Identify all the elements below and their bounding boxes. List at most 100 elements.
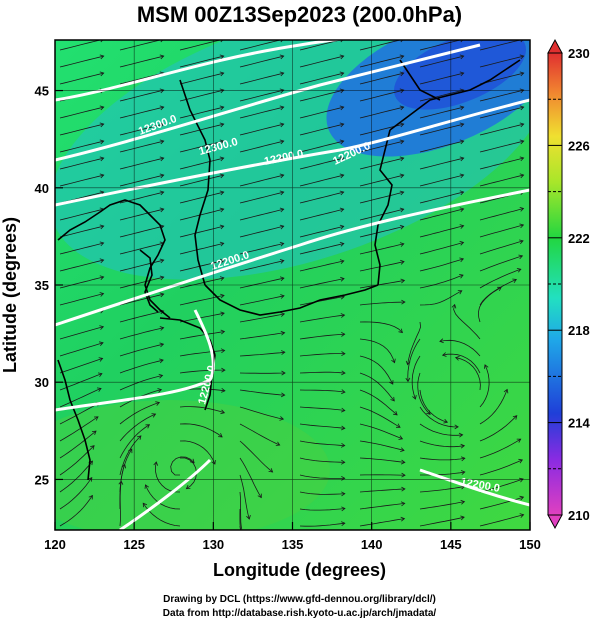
streamline-arrow xyxy=(281,370,286,376)
streamline xyxy=(359,191,404,204)
streamline-arrow xyxy=(121,463,127,469)
streamline xyxy=(119,89,164,102)
streamline-arrow xyxy=(401,472,406,478)
streamline xyxy=(179,331,225,340)
streamline-arrow xyxy=(460,470,466,475)
streamline xyxy=(59,225,104,238)
streamline xyxy=(59,477,93,510)
streamline-arrow xyxy=(339,207,345,213)
streamline xyxy=(119,40,162,51)
streamline xyxy=(299,89,344,102)
streamline xyxy=(359,518,405,527)
streamline xyxy=(359,208,404,221)
streamline-arrow xyxy=(454,424,459,430)
streamline-arrow xyxy=(341,425,346,431)
streamline xyxy=(239,89,284,102)
streamline xyxy=(411,355,421,400)
streamline xyxy=(419,516,465,527)
streamline xyxy=(479,478,524,493)
streamline-arrow xyxy=(220,311,225,317)
streamline xyxy=(59,55,104,68)
streamline-arrow xyxy=(519,207,525,212)
streamline xyxy=(59,326,104,340)
streamline xyxy=(419,258,464,272)
streamline xyxy=(179,157,224,170)
streamline-arrow xyxy=(459,122,465,128)
streamline-arrow xyxy=(280,294,285,299)
streamline xyxy=(179,55,224,68)
streamline xyxy=(359,243,404,255)
streamline-arrow xyxy=(516,438,522,443)
streamline-arrow xyxy=(275,441,281,446)
streamline xyxy=(59,495,93,527)
streamline xyxy=(299,208,344,221)
streamline-arrow xyxy=(497,286,502,291)
x-tick-label: 120 xyxy=(44,537,66,552)
streamline xyxy=(359,423,403,440)
streamline xyxy=(299,260,344,272)
streamline-arrow xyxy=(159,88,165,94)
streamline xyxy=(479,208,524,221)
streamline-arrow xyxy=(341,491,346,497)
streamline xyxy=(419,486,465,493)
streamline-arrow xyxy=(281,350,286,355)
streamline-arrow xyxy=(399,105,405,111)
streamline xyxy=(479,106,524,119)
streamline xyxy=(299,474,345,479)
streamline xyxy=(299,491,345,495)
streamline-arrow xyxy=(400,259,405,265)
streamline xyxy=(439,339,481,357)
streamline-arrow xyxy=(390,396,395,402)
streamline xyxy=(239,72,284,85)
credit-drawing: Drawing by DCL (https://www.gfd-dennou.o… xyxy=(163,594,436,605)
streamline xyxy=(419,123,464,136)
streamline xyxy=(419,89,464,102)
streamline xyxy=(419,457,465,461)
streamline-arrow xyxy=(484,364,489,369)
streamline xyxy=(239,106,284,119)
streamline xyxy=(59,174,104,187)
streamline-arrow xyxy=(503,388,509,394)
streamline xyxy=(419,174,464,187)
streamline-arrow xyxy=(459,173,465,179)
streamline-arrow xyxy=(519,88,525,94)
streamline xyxy=(479,123,524,136)
streamline-arrow xyxy=(340,40,344,43)
y-tick-label: 45 xyxy=(35,84,49,99)
streamline xyxy=(179,123,224,136)
streamline-arrow xyxy=(519,239,524,245)
streamline xyxy=(359,457,405,463)
streamline-arrow xyxy=(99,325,105,330)
streamline xyxy=(419,440,465,448)
streamline-arrow xyxy=(142,502,148,508)
streamline-arrow xyxy=(159,258,165,264)
streamline xyxy=(477,286,502,323)
streamline-arrow xyxy=(279,71,285,77)
streamline xyxy=(299,406,345,411)
streamline-arrow xyxy=(99,173,105,179)
streamline xyxy=(359,261,405,272)
streamline xyxy=(299,440,345,446)
streamline-arrow xyxy=(399,156,405,162)
streamline xyxy=(359,440,405,451)
streamline xyxy=(119,424,150,459)
streamline-arrow xyxy=(279,122,285,128)
streamline xyxy=(419,191,464,204)
streamline-arrow xyxy=(219,54,225,60)
streamline xyxy=(119,310,164,323)
streamline xyxy=(59,157,104,170)
streamline xyxy=(59,388,102,408)
streamline xyxy=(179,369,225,374)
streamline-arrow xyxy=(401,486,406,492)
grid-lines xyxy=(55,40,530,530)
streamline xyxy=(179,208,224,221)
streamline-arrow xyxy=(460,443,466,449)
streamline xyxy=(239,440,273,473)
streamline xyxy=(299,225,344,238)
streamline-arrow xyxy=(443,418,449,424)
streamline-arrow xyxy=(279,224,285,230)
streamline xyxy=(359,72,404,85)
streamline xyxy=(407,338,421,382)
streamline-arrow xyxy=(99,105,105,111)
streamline xyxy=(419,242,464,255)
